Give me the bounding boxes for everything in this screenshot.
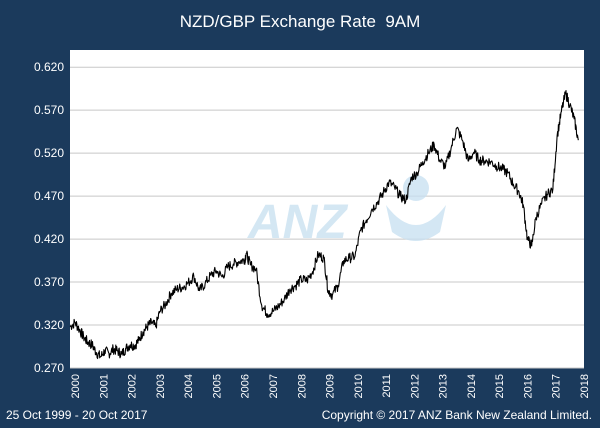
y-tick-label: 0.620: [34, 60, 64, 74]
y-tick-label: 0.370: [34, 275, 64, 289]
copyright-label: Copyright © 2017 ANZ Bank New Zealand Li…: [321, 408, 592, 422]
x-tick-label: 2003: [155, 374, 167, 398]
x-tick-label: 2000: [70, 374, 82, 398]
x-tick-labels: 2000 2001 2002 2003 2004 2005 2006 2007 2008 2009…: [70, 374, 591, 398]
y-tick-labels: 0.270 0.320 0.370 0.420 0.470 0.520 0.570 0.620: [34, 60, 64, 375]
anz-logo-body: [386, 205, 446, 241]
x-tick-label: 2001: [98, 374, 110, 398]
x-tick-label: 2009: [325, 374, 337, 398]
y-tick-label: 0.470: [34, 189, 64, 203]
y-tick-label: 0.570: [34, 103, 64, 117]
chart-title: NZD/GBP Exchange Rate 9AM: [179, 12, 421, 31]
anz-logo-figure: [386, 175, 446, 241]
x-tick-label: 2007: [268, 374, 280, 398]
y-tick-label: 0.320: [34, 318, 64, 332]
y-tick-label: 0.520: [34, 146, 64, 160]
x-tick-label: 2018: [579, 374, 591, 398]
x-tick-label: 2013: [438, 374, 450, 398]
x-tick-label: 2012: [409, 374, 421, 398]
date-range-label: 25 Oct 1999 - 20 Oct 2017: [6, 408, 148, 422]
y-tick-label: 0.270: [34, 361, 64, 375]
series-layer: [69, 90, 579, 360]
anz-logo-head: [403, 175, 429, 201]
x-tick-label: 2010: [353, 374, 365, 398]
x-tick-label: 2014: [466, 374, 478, 398]
plot-area: [70, 50, 584, 368]
x-tick-label: 2016: [522, 374, 534, 398]
x-tick-label: 2015: [494, 374, 506, 398]
x-tick-label: 2017: [551, 374, 563, 398]
anz-logo-text: ANZ: [247, 196, 348, 249]
x-tick-label: 2002: [127, 374, 139, 398]
x-tick-label: 2006: [240, 374, 252, 398]
x-tick-label: 2011: [381, 374, 393, 398]
y-tick-label: 0.420: [34, 232, 64, 246]
x-tick-label: 2004: [183, 374, 195, 398]
series-line: [69, 90, 579, 360]
x-tick-label: 2008: [296, 374, 308, 398]
gridlines: [70, 66, 584, 369]
x-tick-label: 2005: [211, 374, 223, 398]
anz-watermark: ANZ: [247, 175, 446, 249]
